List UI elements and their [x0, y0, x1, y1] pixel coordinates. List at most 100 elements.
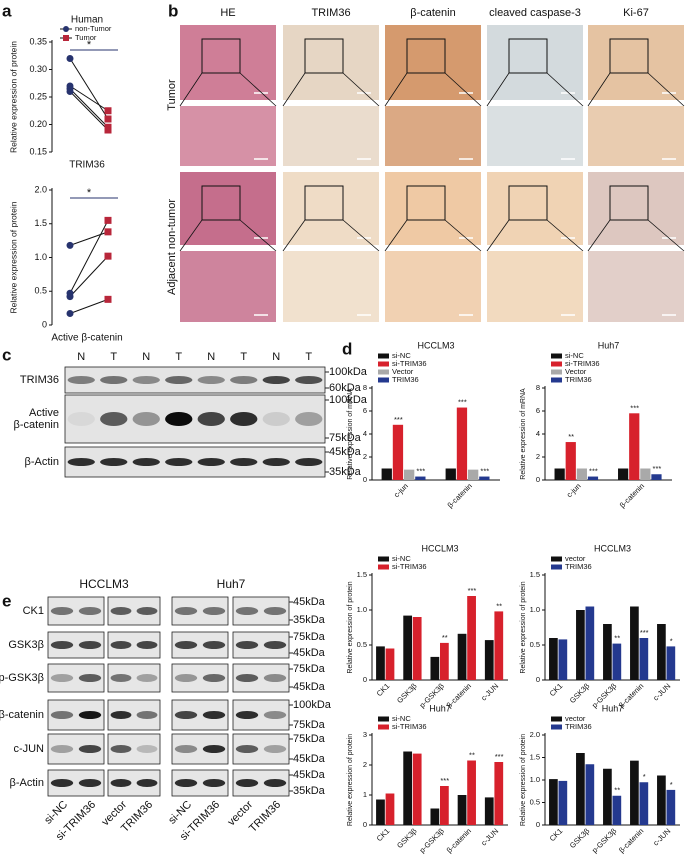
blot-band [262, 458, 290, 466]
blot-band [174, 779, 198, 787]
blot-band [67, 376, 95, 384]
lane-label: N [272, 351, 280, 363]
x-tick-label: c-JUN [651, 681, 672, 702]
legend-label: Vector [392, 367, 414, 376]
y-tick-label: 4 [363, 429, 367, 438]
y-tick-label: 8 [536, 383, 540, 392]
histology-image [385, 251, 481, 322]
significance: *** [495, 752, 504, 761]
legend-swatch [551, 361, 562, 367]
bar [587, 476, 599, 480]
zoom-line [587, 219, 611, 252]
data-point [66, 310, 74, 318]
blot-strip [232, 663, 290, 693]
bar [440, 786, 449, 825]
bar [385, 793, 395, 825]
legend-swatch [378, 369, 389, 375]
pair-line [69, 255, 109, 297]
bar [376, 646, 385, 680]
zoom-line [647, 72, 685, 107]
blot-band [78, 711, 102, 719]
blot-band [263, 607, 287, 615]
blot-band [202, 674, 226, 682]
panel-letter: d [342, 339, 352, 358]
row-label: CK1 [23, 605, 44, 617]
blot-band [197, 458, 225, 466]
size-marker: 45kDa [293, 681, 326, 693]
size-marker: 60kDa [329, 382, 362, 394]
data-point [104, 295, 112, 303]
y-axis-label: Relative expression of mRNA [520, 388, 527, 480]
y-tick-label: 2 [363, 760, 367, 769]
column-header: TRIM36 [311, 7, 350, 19]
legend-label: si-NC [565, 351, 584, 360]
y-tick-label: 6 [363, 406, 367, 415]
zoom-line [179, 219, 203, 252]
row-label: p-GSK3β [0, 672, 44, 684]
blot-band [235, 641, 259, 649]
x-tick-label: β-catenin [617, 826, 645, 854]
blot-band [136, 711, 158, 719]
row-label: β-catenin [0, 709, 44, 721]
bar [468, 469, 479, 480]
size-marker: 100kDa [293, 699, 332, 711]
legend-label: TRIM36 [392, 375, 419, 384]
blot-band [263, 745, 287, 753]
zoom-line [587, 72, 611, 107]
x-tick-label: c-JUN [479, 826, 500, 847]
bar [630, 760, 639, 825]
size-marker: 75kDa [293, 631, 326, 643]
y-tick-label: 2.0 [530, 730, 540, 739]
bar [639, 638, 649, 680]
y-tick-label: 0.5 [34, 286, 47, 296]
bar [603, 768, 612, 825]
lane-label: T [110, 351, 117, 363]
y-tick-label: 0 [363, 820, 367, 829]
y-tick-label: 4 [536, 429, 540, 438]
bar [479, 476, 490, 480]
blot-band [136, 674, 158, 682]
zoom-line [239, 72, 277, 107]
legend-label: vector [565, 554, 586, 563]
significance: * [643, 772, 646, 781]
size-marker: 45kDa [293, 769, 326, 781]
lane-label: T [305, 351, 312, 363]
significance: *** [394, 415, 403, 424]
significance: *** [630, 403, 639, 412]
blot-band [110, 779, 132, 787]
y-tick-label: 2 [363, 452, 367, 461]
x-axis-label: TRIM36 [69, 160, 105, 171]
bar [666, 646, 676, 680]
blot-band [174, 641, 198, 649]
x-tick-label: CK1 [375, 826, 392, 843]
y-tick-label: 1.5 [530, 752, 540, 761]
data-point [66, 241, 74, 249]
blot-band [230, 412, 258, 426]
size-marker: 75kDa [329, 432, 362, 444]
inset-box [201, 38, 241, 74]
bar [415, 476, 426, 480]
data-point [104, 252, 112, 260]
legend-label: si-TRIM36 [565, 359, 600, 368]
blot-band [132, 412, 160, 426]
histology-image [385, 25, 481, 100]
panel-letter: b [168, 1, 178, 20]
histology-image [283, 172, 379, 245]
blot-band [202, 711, 226, 719]
blot-band [136, 779, 158, 787]
blot-band [235, 607, 259, 615]
legend-swatch [378, 361, 389, 367]
zoom-line [444, 72, 482, 107]
chart-title: Huh7 [602, 703, 624, 713]
legend-label: si-NC [392, 714, 411, 723]
y-axis-label: Relative expression of mRNA [347, 388, 354, 480]
column-header: HE [220, 7, 235, 19]
bar [457, 633, 467, 680]
legend-swatch [378, 353, 389, 359]
y-tick-label: 2 [536, 452, 540, 461]
blot-band [100, 376, 128, 384]
chart-title: HCCLM3 [421, 543, 458, 553]
legend-label: si-NC [392, 351, 411, 360]
bar [640, 468, 651, 480]
x-tick-label: GSK3β [395, 826, 419, 850]
